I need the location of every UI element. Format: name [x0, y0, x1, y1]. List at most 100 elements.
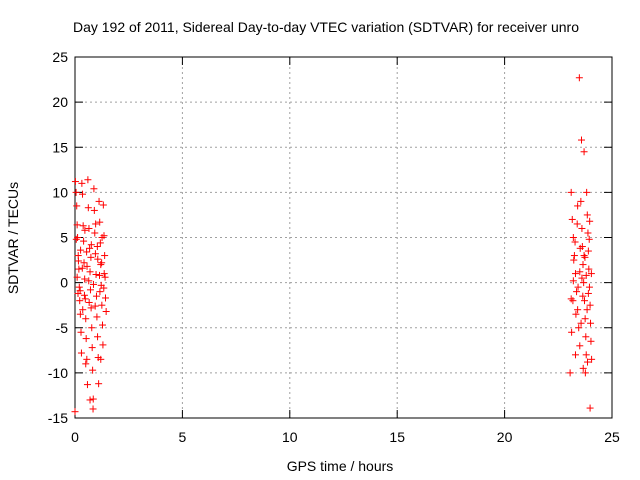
data-point: [89, 366, 97, 374]
data-point: [94, 333, 102, 341]
data-point: [98, 259, 106, 267]
data-point: [79, 222, 87, 230]
data-point: [579, 261, 587, 269]
y-tick-label: 0: [60, 275, 68, 291]
data-point: [573, 288, 581, 296]
data-point: [95, 271, 103, 279]
data-point: [580, 148, 588, 156]
chart-title: Day 192 of 2011, Sidereal Day-to-day VTE…: [73, 19, 579, 35]
x-tick-label: 10: [282, 429, 298, 445]
data-point: [577, 319, 585, 327]
data-point: [77, 328, 85, 336]
data-point: [83, 355, 91, 363]
data-point: [90, 185, 98, 193]
data-point: [74, 234, 82, 241]
data-point: [570, 252, 578, 260]
data-point: [89, 280, 97, 288]
data-point: [586, 404, 594, 412]
data-point: [75, 265, 83, 273]
data-point: [574, 202, 582, 210]
data-point: [96, 239, 104, 247]
data-point: [86, 244, 94, 252]
data-point: [584, 358, 592, 366]
data-point: [87, 253, 95, 261]
y-tick-label: 25: [52, 49, 68, 65]
data-point: [85, 224, 93, 232]
data-point: [97, 261, 105, 269]
data-point: [98, 234, 106, 241]
data-point: [586, 301, 594, 309]
data-point: [571, 238, 579, 246]
data-point: [75, 283, 83, 291]
data-point: [91, 250, 99, 258]
data-point: [101, 252, 109, 260]
data-point: [571, 351, 579, 359]
data-point: [571, 270, 579, 278]
data-point: [96, 288, 104, 296]
data-point: [581, 315, 589, 323]
data-point: [77, 349, 85, 357]
data-point: [567, 295, 575, 303]
data-point: [581, 297, 589, 305]
data-point: [579, 364, 587, 372]
data-point: [575, 324, 583, 332]
data-point: [79, 306, 87, 314]
data-point: [100, 270, 108, 278]
y-tick-label: 5: [60, 230, 68, 246]
data-point: [84, 204, 92, 212]
data-point: [576, 268, 584, 276]
data-point: [81, 275, 89, 283]
data-point: [570, 256, 578, 264]
y-axis-ticks: -15 -10 -5 0 5 10 15 20 25: [48, 49, 612, 426]
data-point: [587, 270, 595, 278]
data-point: [92, 292, 100, 300]
data-point: [79, 190, 87, 198]
data-point: [73, 273, 81, 281]
y-axis-label: SDTVAR / TECUs: [5, 182, 21, 294]
data-point: [83, 262, 91, 270]
data-point: [573, 220, 581, 228]
data-point: [96, 218, 104, 226]
data-point: [578, 224, 586, 232]
data-points: [71, 74, 596, 416]
data-point: [102, 308, 110, 316]
y-tick-label: -15: [48, 410, 68, 426]
data-point: [81, 226, 89, 234]
data-point: [97, 355, 105, 363]
data-point: [85, 298, 93, 306]
data-point: [568, 215, 576, 223]
data-point: [574, 306, 582, 314]
data-point: [88, 344, 96, 352]
x-tick-label: 25: [604, 429, 620, 445]
data-point: [82, 335, 90, 343]
data-point: [584, 229, 592, 237]
data-point: [88, 324, 96, 332]
data-point: [582, 271, 590, 279]
data-point: [92, 271, 100, 279]
x-axis-label: GPS time / hours: [287, 458, 394, 474]
data-point: [85, 277, 93, 285]
data-point: [580, 279, 588, 287]
data-point: [99, 201, 107, 209]
data-point: [95, 380, 103, 388]
grid-lines: [75, 57, 612, 418]
data-point: [585, 235, 593, 243]
data-point: [584, 289, 592, 297]
data-point: [93, 243, 101, 251]
data-point: [582, 351, 590, 359]
data-point: [91, 229, 99, 237]
y-tick-label: 15: [52, 139, 68, 155]
data-point: [585, 283, 593, 291]
x-tick-label: 15: [389, 429, 405, 445]
data-point: [93, 313, 101, 321]
data-point: [72, 235, 80, 243]
data-point: [95, 197, 103, 205]
data-point: [583, 188, 591, 196]
data-point: [579, 292, 587, 300]
data-point: [569, 234, 577, 241]
data-point: [89, 395, 97, 403]
data-point: [98, 301, 106, 309]
data-point: [102, 294, 110, 302]
data-point: [576, 342, 584, 350]
